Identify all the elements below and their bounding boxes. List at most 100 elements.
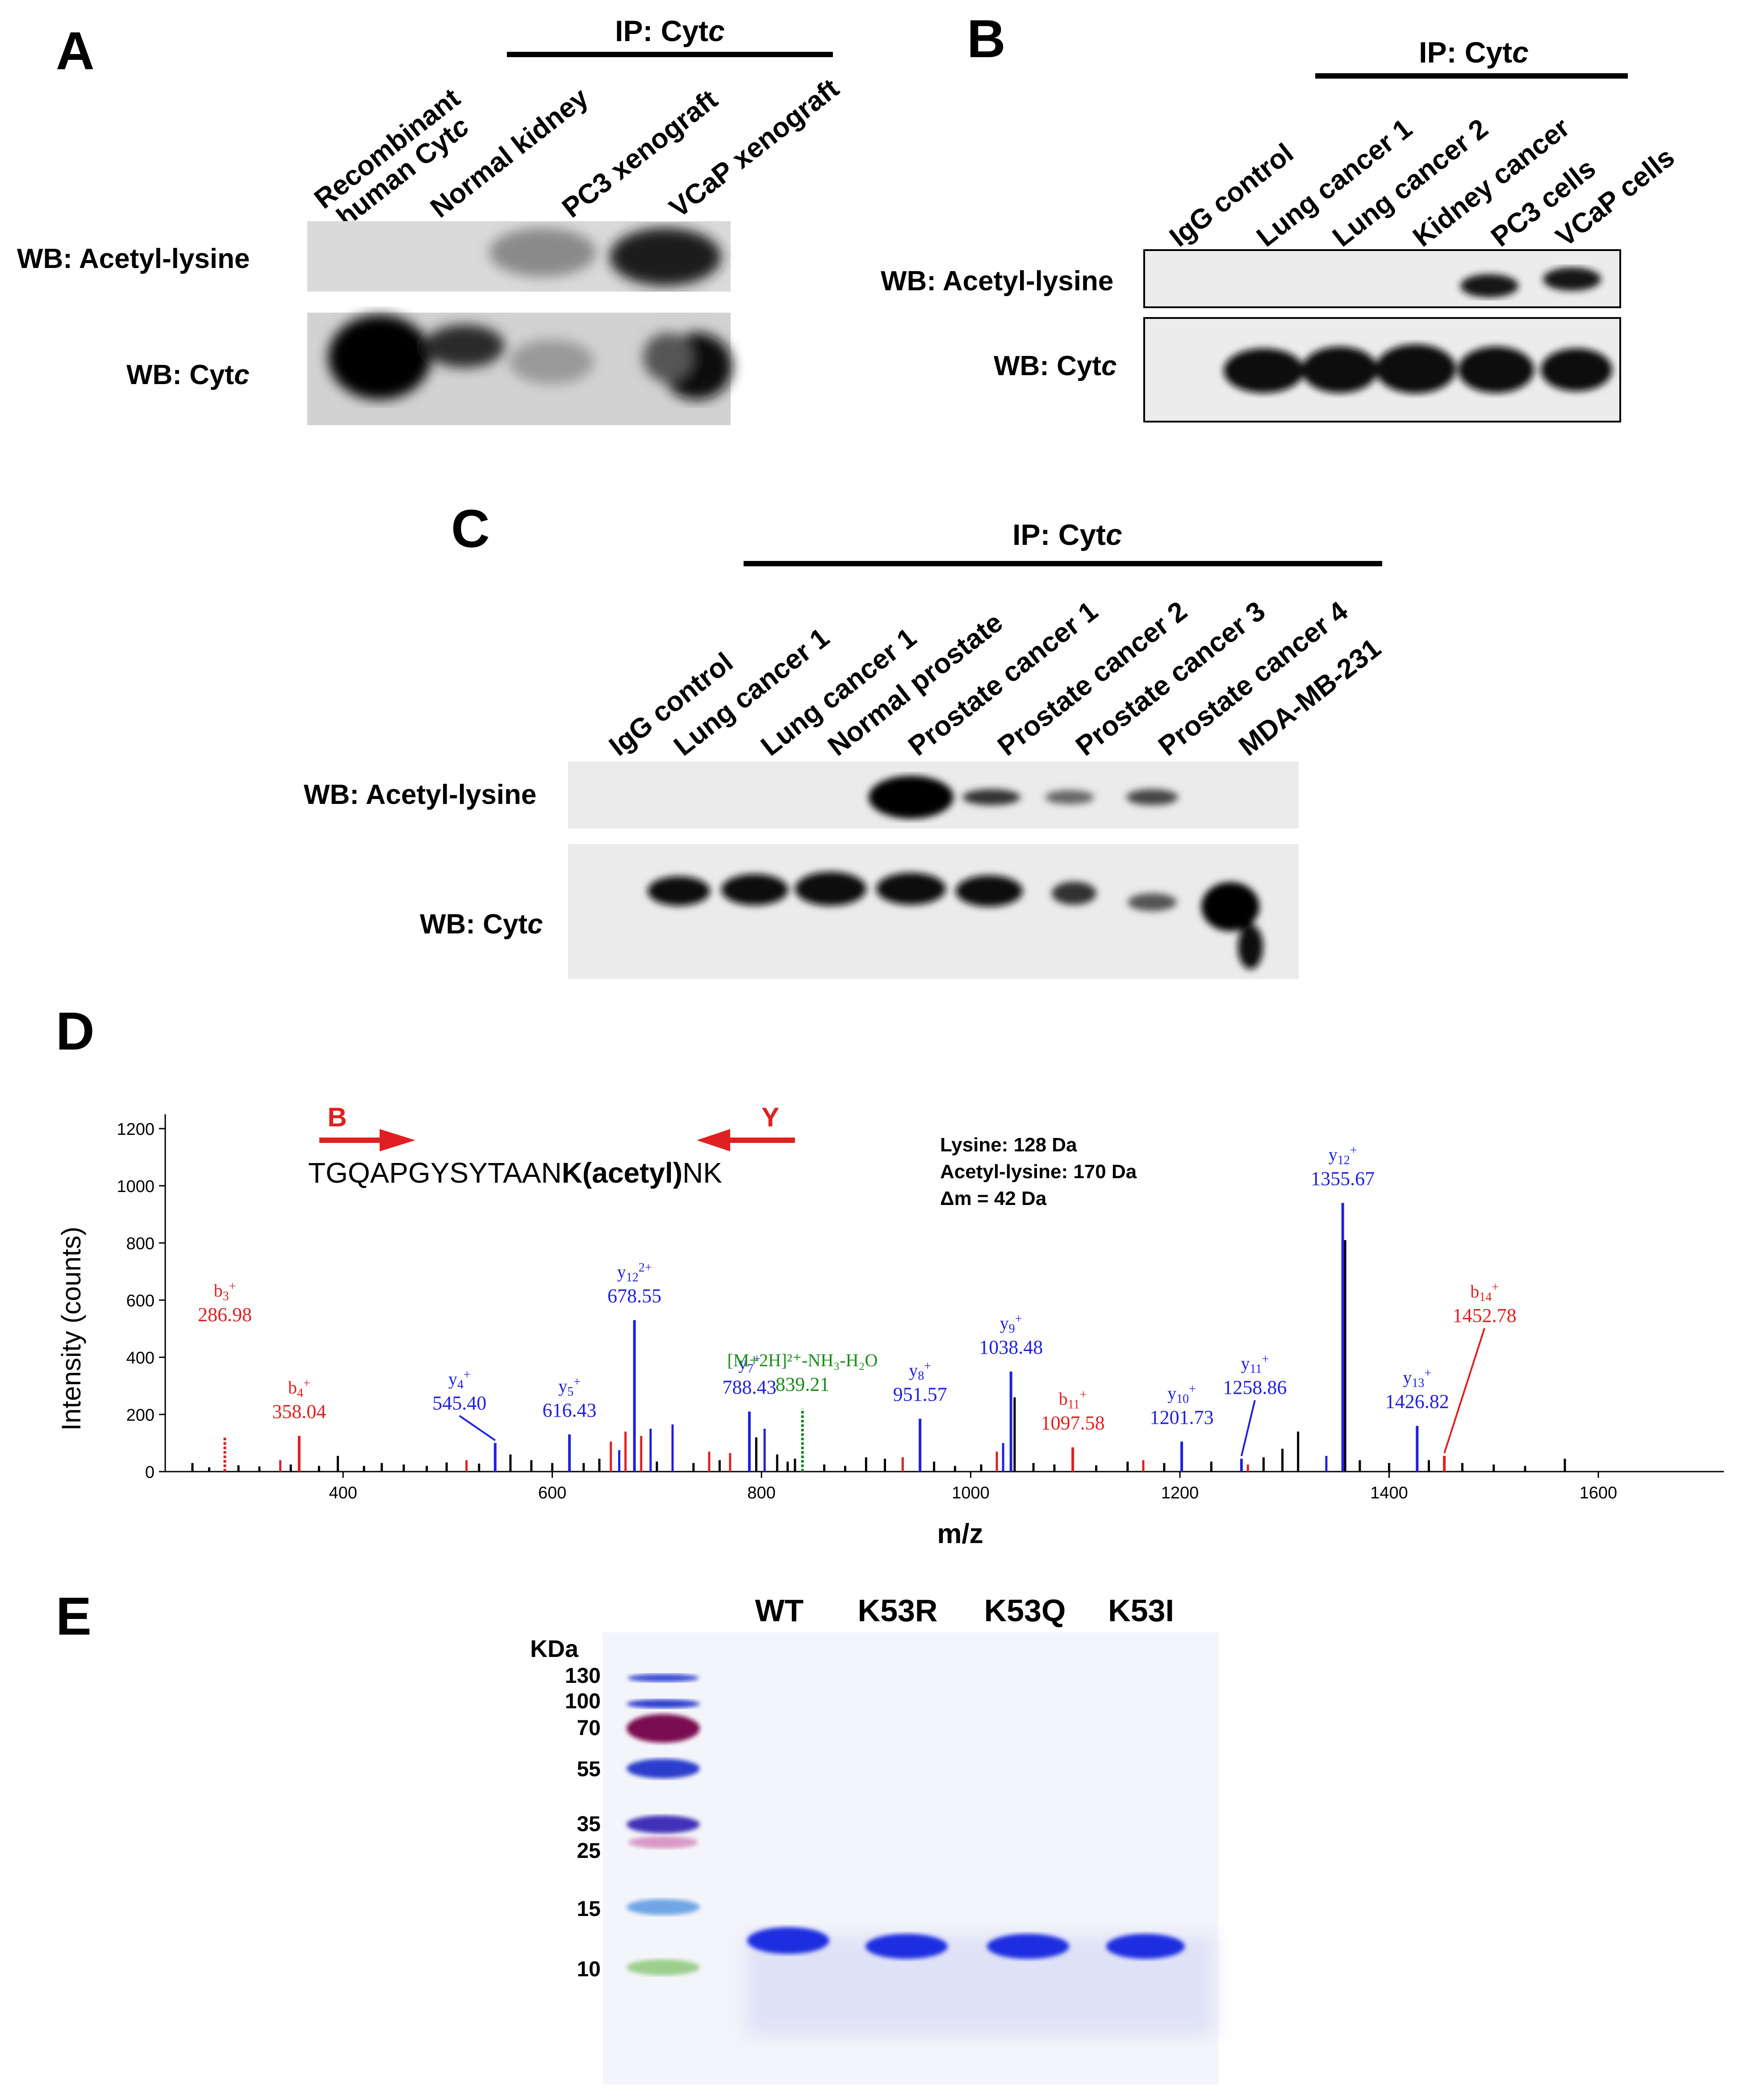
- y-tick-label: 600: [126, 1292, 155, 1310]
- y-tick-label: 200: [126, 1406, 155, 1425]
- gel-lane-label: K53R: [858, 1593, 938, 1628]
- blot-band: [509, 339, 594, 384]
- gel-band: [747, 1927, 829, 1954]
- blot-band: [1302, 347, 1378, 393]
- panel-a-bands-1: [489, 228, 721, 286]
- peak-ion-label: y122+: [617, 1261, 652, 1284]
- peak-mz-label: 616.43: [543, 1399, 597, 1421]
- ladder-band-100: [627, 1699, 700, 1708]
- mw-marker: 100: [565, 1690, 601, 1713]
- blot-band: [489, 228, 596, 277]
- peak-mz-label: 1452.78: [1453, 1305, 1517, 1326]
- y-ticks: 0 200 400 600 800 1000 1200: [117, 1120, 165, 1482]
- panel-d-letter: D: [56, 1001, 95, 1061]
- ladder-band-15: [627, 1899, 700, 1915]
- peak-mz-label: 1258.86: [1223, 1376, 1287, 1398]
- blot-band: [1126, 789, 1178, 805]
- peak-ion-label: [M+2H]²⁺-NH₃-H₂O: [727, 1350, 878, 1370]
- ladder-band-25: [628, 1836, 698, 1849]
- gel-lane-label: WT: [755, 1593, 804, 1628]
- panel-e: E WT K53R K53Q K53I KDa 130: [56, 1586, 1218, 2084]
- mass-info-delta: Δm = 42 Da: [940, 1188, 1047, 1209]
- peak-mz-label: 1201.73: [1150, 1406, 1214, 1428]
- peak-ion-label: y7+: [738, 1352, 761, 1376]
- mw-marker: 25: [577, 1839, 601, 1863]
- panel-c-bands-2: [648, 872, 1263, 969]
- panel-b-wb2-label: WB: Cytc: [994, 351, 1117, 381]
- blot-band: [1128, 893, 1177, 911]
- ladder-band-55: [627, 1759, 700, 1778]
- y-tick-label: 1000: [117, 1177, 155, 1196]
- spectrum-peaks: [191, 1203, 1566, 1472]
- peak-ion-label: y8+: [909, 1360, 931, 1383]
- x-tick-label: 1200: [1161, 1484, 1199, 1502]
- peak-mz-label: 1097.58: [1041, 1412, 1105, 1434]
- panel-d: D Intensity (counts) m/z 0 200 400 600 800 10…: [56, 1001, 1724, 1549]
- gel-lane-labels: WT K53R K53Q K53I: [755, 1593, 1174, 1628]
- blot-band: [328, 315, 431, 400]
- ladder-band-35: [627, 1816, 700, 1833]
- mass-info-lysine: Lysine: 128 Da: [940, 1134, 1077, 1156]
- panel-b-blot-1: [1143, 249, 1621, 308]
- blot-band: [795, 872, 866, 906]
- peptide-sequence: TGQAPGYSYTAANK(acetyl)NK: [308, 1157, 722, 1189]
- peak-mz-label: 788.43: [723, 1376, 777, 1398]
- peak-mz-label: 1426.82: [1385, 1391, 1449, 1413]
- panel-a: A IP: Cytc Recombinant human Cytc Normal…: [17, 14, 845, 425]
- peak-ion-label: y9+: [1000, 1312, 1022, 1336]
- peak-leader-line: [1240, 1400, 1256, 1456]
- panel-c-blot-2: [568, 844, 1299, 979]
- blot-band: [1052, 882, 1096, 905]
- panel-b-lane-labels: IgG control Lung cancer 1 Lung cancer 2 …: [1164, 112, 1680, 253]
- peak-ion-label: y13+: [1403, 1367, 1431, 1390]
- blot-band: [869, 776, 953, 819]
- blot-band: [876, 873, 946, 905]
- panel-b-letter: B: [967, 9, 1006, 69]
- blot-band: [1238, 925, 1263, 969]
- peak-mz-label: 839.21: [775, 1373, 829, 1395]
- blot-band: [1458, 347, 1534, 393]
- panel-a-letter: A: [56, 21, 95, 81]
- blot-band: [648, 876, 710, 906]
- blot-band: [1460, 274, 1518, 297]
- y-arrow-head: [697, 1129, 730, 1151]
- peak-ion-label: y5+: [558, 1375, 581, 1399]
- mw-marker: 55: [577, 1757, 601, 1781]
- peak-ion-label: y12+: [1329, 1143, 1357, 1167]
- blot-band: [1541, 348, 1612, 391]
- panel-b-bands-2: [1224, 344, 1612, 393]
- peak-mz-label: 951.57: [893, 1384, 947, 1406]
- panel-c-lane-labels: IgG control Lung cancer 1 Lung cancer 1 …: [603, 595, 1387, 762]
- y-tick-label: 1200: [117, 1120, 155, 1139]
- peak-mz-label: 1038.48: [979, 1336, 1043, 1358]
- molecular-weight-markers: KDa 130 100 70 55 35 25 15 10: [530, 1636, 601, 1981]
- kda-title: KDa: [530, 1636, 579, 1662]
- b-series-label: B: [327, 1102, 347, 1132]
- gel-lane-label: K53I: [1108, 1593, 1174, 1628]
- panel-c-ip-label: IP: Cytc: [1012, 518, 1122, 551]
- blot-band: [1543, 268, 1601, 291]
- x-tick-label: 1400: [1370, 1484, 1408, 1502]
- mw-marker: 10: [577, 1958, 601, 1981]
- panel-a-ip-label: IP: Cytc: [615, 14, 725, 47]
- x-tick-label: 1600: [1580, 1484, 1618, 1502]
- y-tick-label: 0: [145, 1463, 155, 1482]
- gel-lane-label: K53Q: [984, 1593, 1066, 1628]
- mass-info-acetyl-lysine: Acetyl-lysine: 170 Da: [940, 1161, 1137, 1183]
- blot-band: [1045, 790, 1094, 804]
- panel-c-bands-1: [869, 776, 1178, 819]
- x-tick-label: 1000: [952, 1484, 990, 1502]
- peak-mz-label: 678.55: [607, 1285, 661, 1307]
- peak-ion-label: y4+: [448, 1368, 471, 1392]
- ladder-band-10: [627, 1959, 700, 1975]
- blot-band: [643, 333, 692, 382]
- panel-b-wb1-label: WB: Acetyl-lysine: [881, 266, 1113, 297]
- mw-marker: 70: [577, 1716, 601, 1740]
- peak-leader-line: [459, 1415, 496, 1441]
- peak-ion-label: y10+: [1167, 1382, 1196, 1406]
- y-series-label: Y: [761, 1102, 779, 1132]
- x-tick-label: 600: [538, 1484, 566, 1502]
- blot-band: [610, 228, 721, 286]
- panel-a-wb2-label: WB: Cytc: [126, 360, 250, 390]
